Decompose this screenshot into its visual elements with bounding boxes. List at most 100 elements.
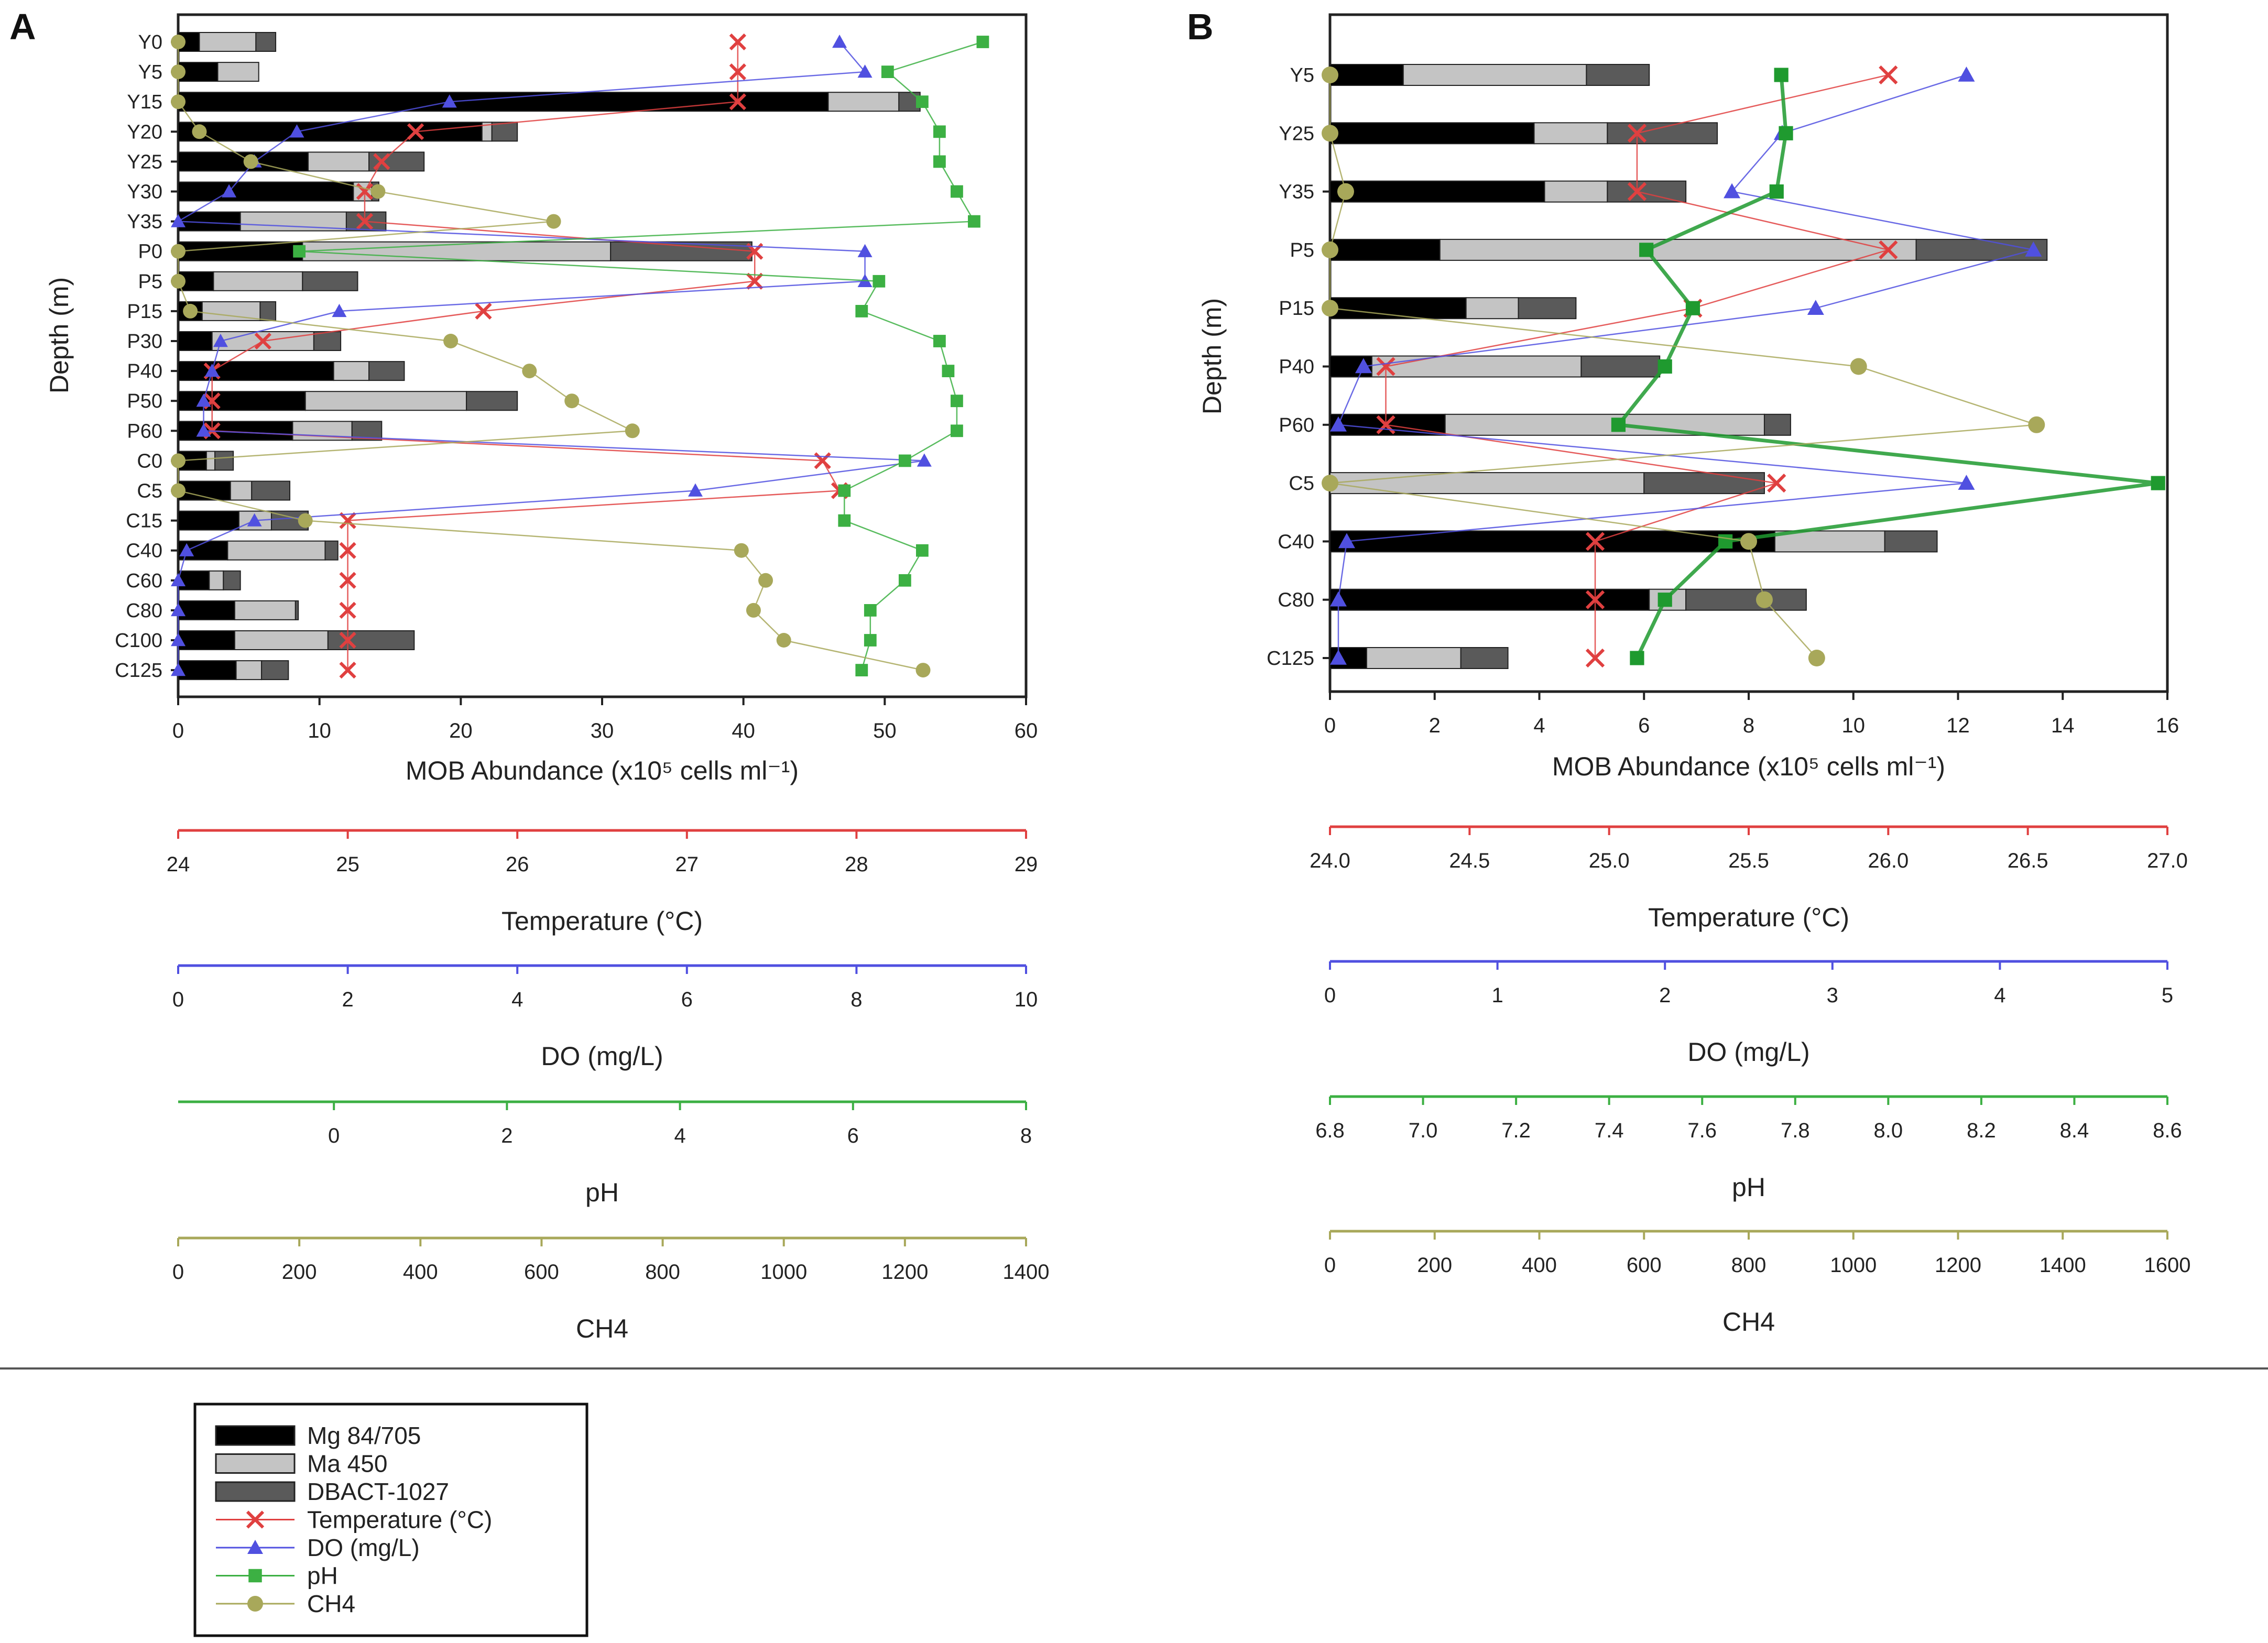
panel-a-axis-4-ticklabel-6: 1200 [881, 1261, 928, 1284]
panel-a-marker-0-Y20 [407, 123, 424, 140]
panel-a-marker-3-C125 [915, 663, 931, 678]
panel-a-marker-0-Y0-stroke-b [729, 33, 747, 51]
legend-item-0-swatch [215, 1425, 296, 1446]
panel-a-bar-C40-s2 [324, 540, 339, 561]
panel-a-cat-label-C5: C5 [137, 480, 162, 502]
panel-b-cat-label-Y5: Y5 [1290, 64, 1314, 86]
panel-b-marker-0-Y5-stroke-b [1879, 65, 1898, 85]
panel-a-bar-Y15-s0 [178, 92, 829, 112]
panel-a-marker-1-C60 [171, 573, 186, 586]
panel-a-bar-P50-s0 [178, 391, 306, 411]
panel-a-marker-0-Y25-stroke-b [373, 153, 390, 170]
panel-a-bar-C0-s1 [205, 451, 216, 471]
panel-a-marker-3-P60 [625, 423, 640, 439]
panel-a-bar-P5-s2 [302, 271, 358, 291]
panel-b-bar-P5-s2 [1915, 238, 2048, 261]
panel-a-bar-P30-s2 [313, 331, 342, 351]
panel-a-axis-2-ticklabel-2: 4 [511, 988, 523, 1011]
legend-item-5: pH [216, 1562, 338, 1590]
legend-item-5-label: pH [307, 1562, 338, 1590]
panel-a-marker-0-P5-stroke-b [746, 272, 764, 290]
panel-b-axis-0-ticklabel-4: 8 [1743, 714, 1754, 737]
panel-a: A Depth (m) Y0 Y5 Y15 Y20 Y25 Y30 Y35 P0 P5 P15 P30 P… [9, 6, 1049, 1343]
panel-a-marker-0-Y15 [729, 93, 747, 111]
panel-a-axis-0-ticklabel-5: 50 [873, 719, 897, 742]
panel-a-bar-P60-s0 [178, 421, 293, 441]
panel-a-axis-4-ticklabel-1: 200 [282, 1261, 317, 1284]
panel-a-marker-3-C0 [171, 453, 186, 468]
legend-item-0: Mg 84/705 [215, 1422, 421, 1449]
panel-a-marker-0-C40 [339, 542, 356, 559]
panel-a-cat-label-Y25: Y25 [127, 151, 162, 173]
panel-a-marker-0-C80 [339, 601, 356, 619]
panel-a-cat-label-P30: P30 [127, 331, 162, 353]
legend-item-6-label: CH4 [307, 1590, 355, 1617]
panel-b-marker-1-C5 [1958, 475, 1975, 490]
panel-a-marker-2-C100 [864, 634, 877, 647]
panel-a-axis-1-ticklabel-0: 24 [167, 853, 190, 876]
panel-a-cat-label-P5: P5 [138, 271, 162, 293]
panel-b-marker-3-Y5 [1322, 67, 1338, 83]
panel-a-letter: A [9, 6, 36, 47]
panel-a-bar-Y0-s1 [199, 32, 257, 52]
panel-a-axis-0-ticklabel-2: 20 [449, 719, 473, 742]
panel-b-cat-label-Y25: Y25 [1279, 123, 1314, 145]
panel-a-bar-C15-s0 [178, 510, 239, 531]
panel-a-bar-P15-s2 [259, 301, 277, 321]
panel-a-axis-3-ticklabel-2: 4 [674, 1124, 685, 1147]
panel-a-bar-C60-s1 [209, 570, 224, 590]
panel-a-marker-0-C100 [339, 631, 356, 649]
panel-b-marker-0-Y25-stroke-b [1627, 124, 1647, 143]
panel-a-cat-label-P60: P60 [127, 420, 162, 442]
panel-b-bar-C5-s1 [1329, 472, 1645, 495]
panel-b-axis-1-ticklabel-3: 25.5 [1728, 849, 1769, 872]
panel-a-axis-4-ticklabel-3: 600 [524, 1261, 559, 1284]
panel-a-bar-P50-s2 [466, 391, 518, 411]
panel-b-bar-P60-s2 [1763, 413, 1791, 436]
panel-b-marker-0-C40 [1585, 532, 1605, 551]
panel-b-marker-0-Y5 [1879, 65, 1898, 85]
panel-a-axis-3-ticklabel-4: 8 [1020, 1124, 1032, 1147]
panel-a-axis-2-ticklabel-1: 2 [342, 988, 353, 1011]
panel-b-marker-2-C40 [1718, 534, 1733, 549]
panel-b-marker-0-C5 [1767, 473, 1786, 493]
panel-a-marker-0-C60 [339, 572, 356, 589]
panel-b-marker-0-C40-stroke-b [1585, 532, 1605, 551]
panel-a-bar-C100-s1 [234, 630, 329, 650]
panel-a-marker-1-P60 [196, 423, 211, 437]
panel-a-marker-3-Y30 [370, 184, 386, 199]
panel-a-marker-0-P30 [254, 332, 271, 350]
panel-a-axis-0-ticklabel-0: 0 [172, 719, 184, 742]
panel-b-marker-0-Y35 [1627, 182, 1647, 201]
panel-a-marker-3-Y35 [546, 214, 561, 229]
panel-b-axis-0-ticklabel-1: 2 [1429, 714, 1441, 737]
panel-b-marker-0-C125 [1585, 648, 1605, 668]
panel-a-marker-2-P5 [873, 275, 886, 288]
panel-b-axis-2-ticklabel-0: 0 [1324, 984, 1336, 1007]
legend-item-4-swatch-marker [247, 1540, 263, 1554]
panel-b-axis-3-ticklabel-1: 7.0 [1409, 1119, 1438, 1142]
panel-a-marker-2-P15 [855, 305, 868, 317]
panel-a-line-2 [299, 41, 983, 671]
panel-a-bar-C60-s0 [178, 570, 210, 590]
panel-b-cat-label-P5: P5 [1290, 239, 1314, 261]
panel-b-letter: B [1187, 6, 1214, 47]
panel-a-cat-label-P0: P0 [138, 241, 162, 263]
panel-a-marker-2-C0 [898, 454, 911, 467]
panel-b-axis-3-ticklabel-0: 6.8 [1315, 1119, 1345, 1142]
legend-item-5-swatch-marker [248, 1569, 262, 1583]
panel-a-cat-label-Y15: Y15 [127, 91, 162, 113]
panel-a-bar-Y0-s2 [255, 32, 277, 52]
panel-b-line-2 [1615, 74, 2158, 659]
panel-b-cat-label-C125: C125 [1267, 648, 1314, 670]
panel-a-marker-0-Y0 [729, 33, 747, 51]
panel-a-marker-1-Y5 [857, 64, 873, 78]
panel-a-marker-2-C15 [838, 514, 851, 527]
panel-b-axis-0-ticklabel-7: 14 [2051, 714, 2075, 737]
panel-a-marker-2-P0 [293, 245, 306, 258]
legend-item-1-label: Ma 450 [307, 1450, 387, 1477]
panel-a-marker-3-Y25 [243, 154, 258, 169]
panel-b-axis-3-ticklabel-3: 7.4 [1595, 1119, 1624, 1142]
panel-a-marker-0-C125 [339, 661, 356, 679]
